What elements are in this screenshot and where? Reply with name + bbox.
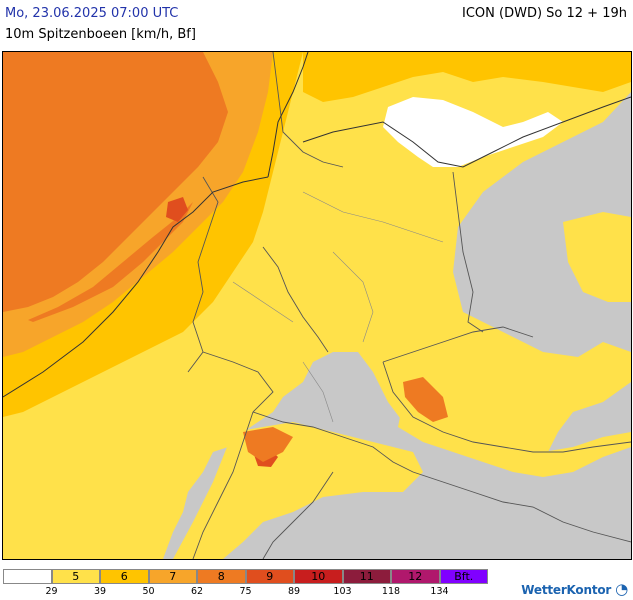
color-legend: 5 6 7 8 9 10 11 12 Bft. [3,569,488,587]
gust-area-bf8-east [403,377,448,422]
legend-cell: 8 [197,569,246,584]
legend-cell: 9 [245,569,294,584]
legend-tick-label: 134 [430,586,449,597]
brand-name: WetterKontor [521,583,612,597]
calm-area-baltic [383,97,563,167]
gust-area-bf5-south [173,422,423,559]
legend-tick-label: 103 [333,586,352,597]
coastlines [3,52,631,398]
legend-cell [3,569,52,584]
legend-tick-label: 75 [239,586,252,597]
legend-ticks: 29 39 50 62 75 89 103 118 134 [3,586,503,600]
legend-tick-label: 50 [142,586,155,597]
legend-cell: 5 [51,569,100,584]
country-borders [187,52,631,559]
legend-cell: 12 [391,569,440,584]
legend-cell: 11 [342,569,391,584]
header-date-time: Mo, 23.06.2025 07:00 UTC [5,6,179,21]
map-canvas [3,52,631,559]
gust-area-bf5-east [398,402,631,477]
brand-logo[interactable]: WetterKontor ◔ [521,580,628,598]
gust-area-bf5-far-east [563,212,631,302]
gust-area-bf6-north [303,52,631,102]
legend-cell: 10 [294,569,343,584]
legend-cell: Bft. [439,569,488,584]
legend-cell: 7 [148,569,197,584]
legend-tick-label: 118 [381,586,401,597]
legend-tick-label: 62 [190,586,204,597]
legend-cell: 6 [100,569,149,584]
header-parameter: 10m Spitzenboeen [km/h, Bf] [5,27,196,42]
legend-tick-label: 29 [45,586,58,597]
gust-area-bf8 [3,52,228,312]
wetterkontor-logo-icon: ◔ [615,580,628,598]
wind-gust-map [2,51,632,560]
gust-area-bf9-ijssel [166,197,188,222]
gust-area-bf8-south [243,427,293,462]
legend-tick-label: 89 [287,586,301,597]
legend-tick-label: 39 [93,586,107,597]
region-borders [232,191,444,423]
header-model-run: ICON (DWD) So 12 + 19h [462,6,627,21]
